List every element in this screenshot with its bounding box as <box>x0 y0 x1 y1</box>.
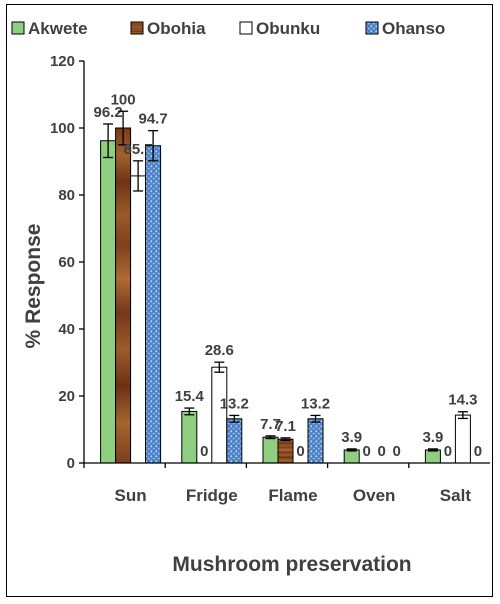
data-label: 0 <box>444 443 452 460</box>
bar-obunku-salt <box>454 414 471 464</box>
bar-akwete-oven <box>343 449 360 464</box>
legend-label-obunku: Obunku <box>256 19 320 38</box>
data-label: 96.2 <box>93 104 122 121</box>
y-tick-label: 120 <box>50 53 75 70</box>
bar-ohanso-fridge <box>226 418 243 464</box>
data-label: 3.9 <box>422 429 443 446</box>
bar-obunku-sun <box>130 175 147 464</box>
y-tick-label: 60 <box>58 254 75 271</box>
bar-akwete-sun <box>100 140 117 464</box>
data-label: 100 <box>111 91 136 108</box>
bar-ohanso-sun <box>145 145 162 464</box>
data-label: 7.1 <box>275 418 296 435</box>
bar-akwete-fridge <box>181 410 198 464</box>
data-label: 94.7 <box>138 111 167 128</box>
x-tick-label: Flame <box>268 486 317 505</box>
x-axis-title: Mushroom preservation <box>172 553 411 576</box>
data-label: 13.2 <box>301 395 330 412</box>
x-tick-label: Sun <box>115 486 147 505</box>
bar-obohia-flame <box>277 438 294 464</box>
data-label: 28.6 <box>205 342 234 359</box>
legend-label-obohia: Obohia <box>147 19 206 38</box>
bar-akwete-flame <box>262 436 279 464</box>
y-axis-title: % Response <box>22 224 45 349</box>
data-label: 15.4 <box>175 388 205 405</box>
data-label: 0 <box>474 443 482 460</box>
y-tick-label: 20 <box>58 388 75 405</box>
plot-area: 96.210085.794.715.4028.613.27.77.1013.23… <box>93 91 482 464</box>
y-tick-label: 100 <box>50 120 75 137</box>
y-tick-label: 40 <box>58 321 75 338</box>
bar-obunku-fridge <box>211 366 228 464</box>
data-label: 13.2 <box>220 395 249 412</box>
data-label: 0 <box>363 443 371 460</box>
legend-label-ohanso: Ohanso <box>382 19 445 38</box>
data-label: 0 <box>393 443 401 460</box>
x-tick-label: Fridge <box>186 486 238 505</box>
legend-swatch-akwete <box>11 21 25 35</box>
y-axis: 0 20 40 60 80 100 120 <box>50 53 85 472</box>
x-tick-label: Oven <box>353 486 396 505</box>
y-tick-label: 80 <box>58 187 75 204</box>
bar-ohanso-flame <box>307 418 324 464</box>
legend-swatch-obunku <box>239 21 253 35</box>
legend-swatch-obohia <box>130 21 144 35</box>
data-label: 3.9 <box>341 429 362 446</box>
data-label: 14.3 <box>448 392 477 409</box>
data-label: 0 <box>200 443 208 460</box>
bar-obohia-sun <box>115 127 132 464</box>
bar-akwete-salt <box>424 449 441 464</box>
legend: Akwete Obohia Obunku Ohanso <box>11 19 445 38</box>
y-tick-label: 0 <box>67 455 75 472</box>
chart-frame <box>6 4 493 597</box>
legend-swatch-ohanso <box>365 21 379 35</box>
data-label: 7.7 <box>260 416 281 433</box>
data-label: 0 <box>378 443 386 460</box>
x-tick-label: Salt <box>440 486 472 505</box>
x-axis: Sun Fridge Flame Oven Salt <box>83 462 490 505</box>
data-label: 0 <box>296 443 304 460</box>
legend-label-akwete: Akwete <box>28 19 88 38</box>
